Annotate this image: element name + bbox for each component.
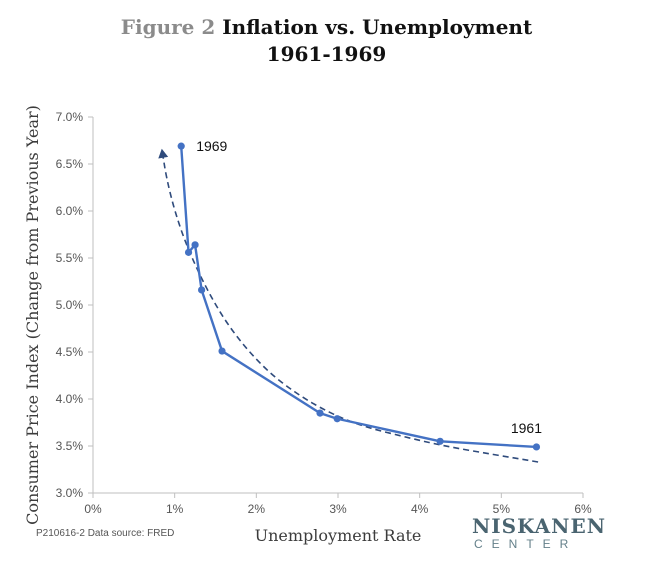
- data-point: [333, 415, 341, 423]
- x-tick-label: 0%: [84, 502, 102, 516]
- trend-dashed-line: [161, 152, 539, 463]
- x-tick-label: 5%: [493, 502, 511, 516]
- title-main: Inflation vs. Unemployment: [222, 15, 533, 39]
- data-point: [316, 409, 324, 417]
- y-tick-label: 3.0%: [56, 486, 84, 500]
- data-point: [184, 248, 193, 256]
- trend-arrowhead: [158, 148, 169, 159]
- year-annotation: 1969: [196, 138, 227, 154]
- chart-subtitle: 1961-1969: [266, 42, 387, 66]
- y-axis-title: Consumer Price Index (Change from Previo…: [23, 105, 42, 525]
- y-tick-label: 7.0%: [56, 110, 84, 124]
- source-note: P210616-2 Data source: FRED: [36, 528, 175, 539]
- labels-layer: 1969 1961: [196, 138, 542, 436]
- x-axis-title: Unemployment Rate: [255, 526, 422, 545]
- data-point: [532, 443, 541, 451]
- x-tick-label: 4%: [411, 502, 429, 516]
- y-tick-label: 5.0%: [56, 298, 84, 312]
- y-tick-label: 6.5%: [56, 157, 84, 171]
- y-tick-label: 5.5%: [56, 251, 84, 265]
- y-tick-label: 4.0%: [56, 392, 84, 406]
- data-point: [177, 142, 185, 150]
- x-tick-label: 3%: [329, 502, 347, 516]
- y-tick-label: 4.5%: [56, 345, 84, 359]
- title-prefix: Figure 2: [120, 15, 216, 39]
- logo-bottom-text: CENTER: [474, 537, 578, 551]
- x-tick-label: 2%: [248, 502, 266, 516]
- y-tick-label: 3.5%: [56, 439, 84, 453]
- x-tick-label: 1%: [166, 502, 184, 516]
- title-line-1: Figure 2 Inflation vs. Unemployment: [0, 14, 653, 40]
- data-point: [218, 347, 226, 355]
- chart-title: Figure 2 Inflation vs. Unemployment 1961…: [0, 14, 653, 68]
- axes-group: 0% 1% 2% 3% 4% 5% 6% 3.0% 3.5% 4.0% 4.5% 5.0% 5.5% 6.…: [56, 110, 592, 516]
- data-point: [436, 437, 444, 445]
- x-tick-label: 6%: [574, 502, 592, 516]
- year-annotation: 1961: [511, 420, 542, 436]
- data-point: [198, 286, 206, 294]
- y-tick-label: 6.0%: [56, 204, 84, 218]
- series-layer: [158, 142, 541, 463]
- niskanen-center-logo: NISKANEN CENTER: [472, 514, 606, 555]
- logo-top-text: NISKANEN: [472, 514, 606, 538]
- data-point: [191, 241, 199, 249]
- inflation-unemployment-line: [180, 146, 537, 449]
